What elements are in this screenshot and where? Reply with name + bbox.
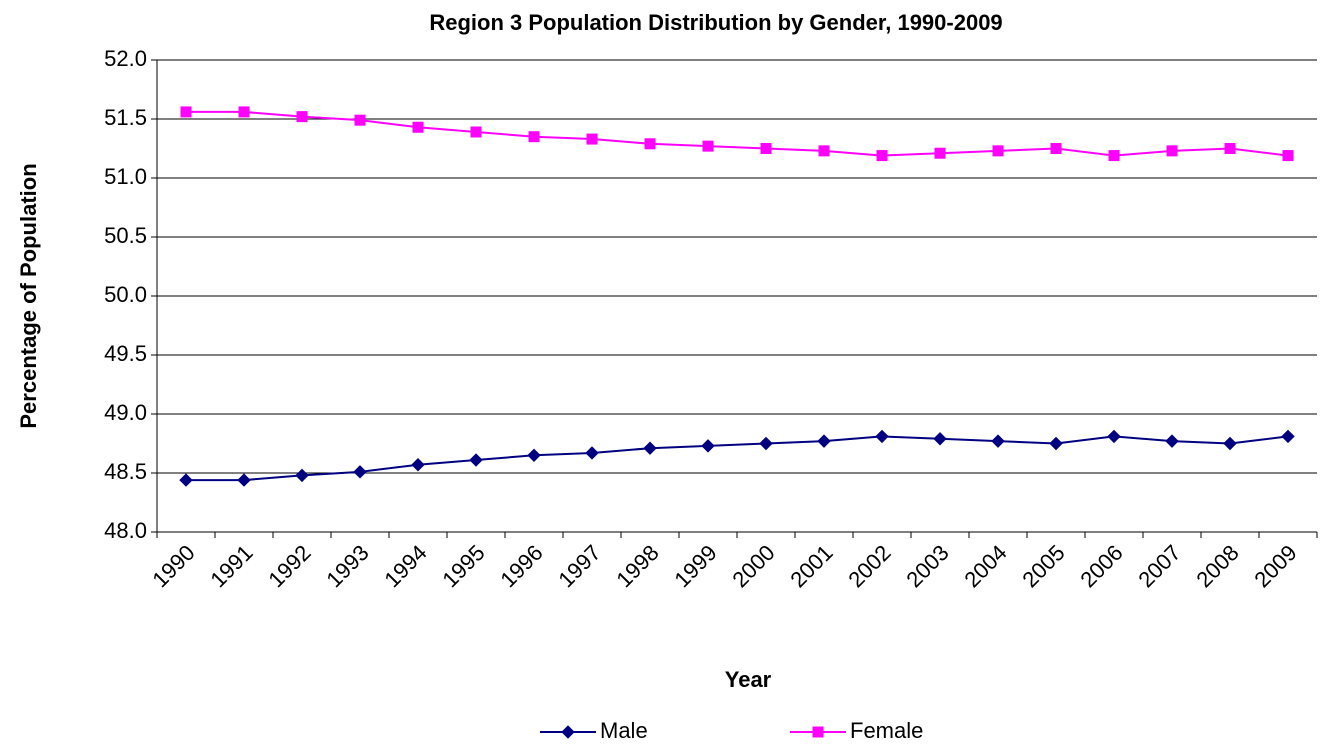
chart-title: Region 3 Population Distribution by Gend… xyxy=(429,10,1002,35)
marker xyxy=(561,725,575,739)
marker xyxy=(701,439,715,453)
x-tick-label: 1996 xyxy=(495,540,547,592)
marker xyxy=(1049,436,1063,451)
marker xyxy=(238,106,250,118)
marker xyxy=(1165,434,1179,448)
legend-label: Female xyxy=(850,718,923,743)
x-tick-label: 1990 xyxy=(147,540,199,592)
marker xyxy=(760,143,772,154)
marker xyxy=(992,145,1004,157)
marker xyxy=(759,436,773,451)
y-tick-label: 48.5 xyxy=(104,459,147,484)
marker xyxy=(1282,150,1294,162)
x-tick-label: 2001 xyxy=(785,540,837,592)
marker xyxy=(876,150,888,162)
x-tick-label: 2007 xyxy=(1133,540,1185,592)
x-tick-label: 1991 xyxy=(205,540,257,592)
y-tick-label: 51.0 xyxy=(104,164,147,189)
x-tick-label: 1998 xyxy=(611,540,663,592)
marker xyxy=(812,726,824,738)
y-tick-label: 49.5 xyxy=(104,341,147,366)
x-tick-label: 2000 xyxy=(727,540,779,592)
marker xyxy=(643,441,657,455)
marker xyxy=(933,432,947,446)
x-tick-label: 2003 xyxy=(901,540,953,592)
x-tick-label: 2005 xyxy=(1017,540,1069,592)
marker xyxy=(411,458,425,472)
marker xyxy=(1281,429,1295,444)
y-tick-label: 49.0 xyxy=(104,400,147,425)
x-tick-label: 1992 xyxy=(263,540,315,592)
marker xyxy=(527,448,541,463)
marker xyxy=(644,138,656,150)
marker xyxy=(585,446,599,460)
marker xyxy=(354,114,366,126)
x-tick-label: 2002 xyxy=(843,540,895,592)
marker xyxy=(412,121,424,133)
legend-label: Male xyxy=(600,718,648,743)
y-tick-label: 52.0 xyxy=(104,46,147,71)
marker xyxy=(1166,145,1178,157)
marker xyxy=(1223,436,1237,451)
marker xyxy=(875,429,889,444)
marker xyxy=(528,131,540,143)
marker xyxy=(180,106,192,118)
x-tick-label: 1999 xyxy=(669,540,721,592)
marker xyxy=(470,126,482,138)
marker xyxy=(1050,143,1062,154)
marker xyxy=(991,434,1005,448)
y-tick-label: 50.5 xyxy=(104,223,147,248)
x-tick-label: 1994 xyxy=(379,540,431,592)
x-tick-label: 1997 xyxy=(553,540,605,592)
series-line xyxy=(186,435,1289,482)
marker xyxy=(702,140,714,152)
marker xyxy=(353,465,367,479)
x-tick-label: 1995 xyxy=(437,540,489,592)
marker xyxy=(1108,150,1120,162)
y-axis-label: Percentage of Population xyxy=(16,163,41,428)
series-line xyxy=(186,110,1289,157)
marker xyxy=(934,147,946,159)
y-tick-label: 50.0 xyxy=(104,282,147,307)
marker xyxy=(469,453,483,467)
x-tick-label: 2006 xyxy=(1075,540,1127,592)
marker xyxy=(586,133,598,145)
marker xyxy=(295,468,309,483)
y-tick-label: 51.5 xyxy=(104,105,147,130)
marker xyxy=(818,145,830,157)
marker xyxy=(237,473,251,487)
x-axis-label: Year xyxy=(725,667,772,692)
y-tick-label: 48.0 xyxy=(104,518,147,543)
x-tick-label: 1993 xyxy=(321,540,373,592)
marker xyxy=(296,111,308,123)
marker xyxy=(179,473,193,487)
marker xyxy=(1107,429,1121,444)
marker xyxy=(817,434,831,448)
marker xyxy=(1224,143,1236,154)
x-tick-label: 2009 xyxy=(1249,540,1301,592)
x-tick-label: 2008 xyxy=(1191,540,1243,592)
x-tick-label: 2004 xyxy=(959,540,1011,592)
